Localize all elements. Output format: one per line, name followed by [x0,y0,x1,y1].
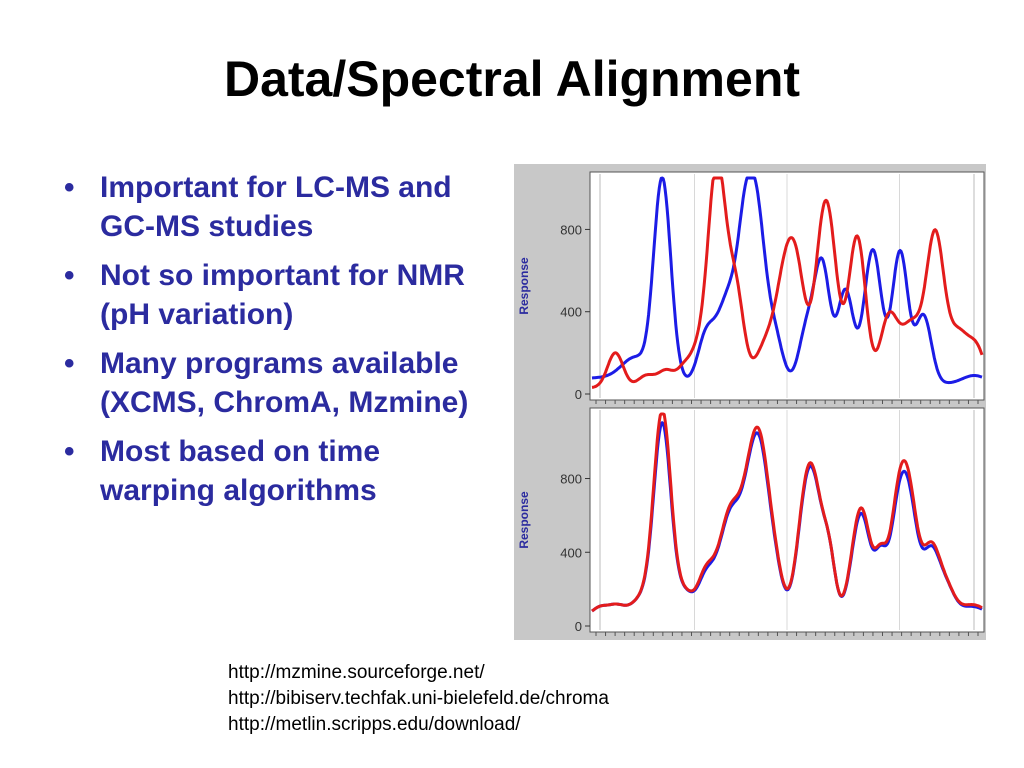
link-metlin[interactable]: http://metlin.scripps.edu/download/ [228,714,521,735]
y-axis-label: Response [517,257,531,315]
bullet-item: • Not so important for NMR (pH variation) [58,256,498,334]
y-tick-label: 800 [560,222,582,237]
series-line-blue [591,176,983,385]
series-line-red [591,176,984,389]
series-line-red [591,412,983,613]
y-tick-label: 0 [575,387,582,402]
bullet-text: Most based on time warping algorithms [100,435,381,507]
chart-panel-2: 0 400 800 Response [517,407,985,636]
bullet-dot: • [64,435,75,468]
link-list: http://mzmine.sourceforge.net/ http://bi… [228,660,609,738]
bullet-list: • Important for LC-MS and GC-MS studies •… [58,168,498,520]
y-tick-label: 400 [560,305,582,320]
bullet-dot: • [64,259,75,292]
link-chroma[interactable]: http://bibiserv.techfak.uni-bielefeld.de… [228,688,609,709]
slide-title: Data/Spectral Alignment [223,51,801,107]
y-tick-label: 400 [560,545,582,560]
y-axis-label: Response [517,491,531,549]
bullet-item: • Many programs available (XCMS, ChromA, … [58,344,498,422]
link-mzmine[interactable]: http://mzmine.sourceforge.net/ [228,662,485,683]
bullet-text: Many programs available (XCMS, ChromA, M… [100,347,469,419]
chart-panel-1: 0 400 800 Response [517,171,985,404]
bullet-item: • Important for LC-MS and GC-MS studies [58,168,498,246]
y-tick-label: 0 [575,619,582,634]
bullet-dot: • [64,347,75,380]
chromatogram-figure: 0 400 800 Response 0 400 800 Response [514,164,986,640]
bullet-dot: • [64,171,75,204]
bullet-text: Not so important for NMR (pH variation) [100,259,465,331]
y-tick-label: 800 [560,472,582,487]
bullet-text: Important for LC-MS and GC-MS studies [100,171,452,243]
bullet-item: • Most based on time warping algorithms [58,432,498,510]
